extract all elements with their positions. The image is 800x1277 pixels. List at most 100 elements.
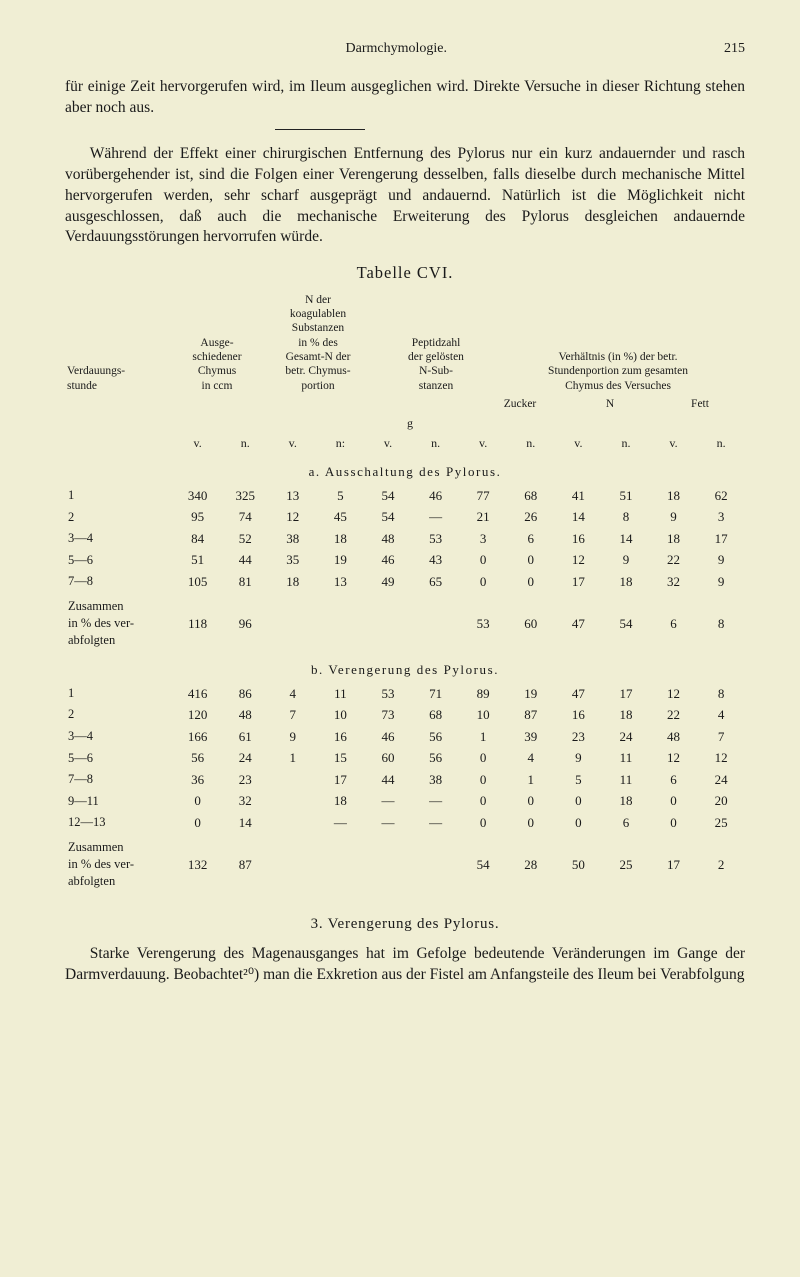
row-label: 7—8 [65, 571, 174, 593]
cell: 17 [650, 833, 698, 892]
vn-label: n. [697, 433, 745, 453]
cell: 48 [650, 726, 698, 748]
table-row: 12—13014———0006025 [65, 812, 745, 834]
cell: 74 [221, 506, 269, 528]
cell: 48 [221, 704, 269, 726]
row-label: 5—6 [65, 549, 174, 571]
cell: 47 [555, 592, 603, 651]
cell: 53 [364, 683, 412, 705]
cell: 23 [221, 769, 269, 791]
cell: 47 [555, 683, 603, 705]
cell: 340 [174, 485, 222, 507]
cell: 3 [459, 528, 507, 550]
cell: 20 [697, 790, 745, 812]
cell: 32 [650, 571, 698, 593]
cell: 3 [697, 506, 745, 528]
row-label: 12—13 [65, 812, 174, 834]
colhead-3: Peptidzahl der gelösten N-Sub- stanzen [381, 336, 491, 394]
cell: 89 [459, 683, 507, 705]
cell: 1 [507, 769, 555, 791]
cell: 35 [269, 549, 317, 571]
cell: 10 [459, 704, 507, 726]
cell: 54 [602, 592, 650, 651]
cell [269, 769, 317, 791]
cell: 0 [507, 790, 555, 812]
running-head: . Darmchymologie. 215 [65, 40, 745, 59]
page: . Darmchymologie. 215 für einige Zeit he… [0, 0, 800, 1277]
cell: 1 [459, 726, 507, 748]
cell: 51 [174, 549, 222, 571]
data-table: v.n.v.n:v.n.v.n.v.n.v.n.a. Ausschaltung … [65, 433, 745, 892]
cell: — [412, 812, 460, 834]
cell: 0 [459, 747, 507, 769]
cell: — [317, 812, 365, 834]
sum-row-label: Zusammen in % des ver- abfolgten [65, 592, 174, 651]
cell: 50 [555, 833, 603, 892]
cell: 12 [555, 549, 603, 571]
cell: 0 [650, 812, 698, 834]
cell: 60 [364, 747, 412, 769]
cell: 19 [507, 683, 555, 705]
cell: 19 [317, 549, 365, 571]
table-title: Tabelle CVI. [65, 262, 745, 284]
cell: — [364, 812, 412, 834]
cell: 16 [555, 704, 603, 726]
cell: 6 [507, 528, 555, 550]
cell: 7 [269, 704, 317, 726]
cell: 24 [602, 726, 650, 748]
cell: 22 [650, 704, 698, 726]
page-number: 215 [724, 40, 745, 59]
cell: 44 [364, 769, 412, 791]
cell: 0 [459, 769, 507, 791]
cell: 0 [555, 790, 603, 812]
cell: — [412, 506, 460, 528]
subhead-fett: Fett [655, 397, 745, 413]
cell: 18 [317, 790, 365, 812]
cell: 14 [602, 528, 650, 550]
cell: 87 [507, 704, 555, 726]
row-label: 2 [65, 506, 174, 528]
section-subtitle: 3. Verengerung des Pylorus. [65, 914, 745, 934]
cell: 0 [650, 790, 698, 812]
vn-label: n. [507, 433, 555, 453]
vn-label: v. [555, 433, 603, 453]
cell: 0 [555, 812, 603, 834]
cell: 71 [412, 683, 460, 705]
cell: 24 [697, 769, 745, 791]
cell [317, 592, 365, 651]
cell: 46 [364, 726, 412, 748]
cell: 25 [697, 812, 745, 834]
table-row: 5—651443519464300129229 [65, 549, 745, 571]
cell: 12 [650, 683, 698, 705]
cell: 0 [459, 790, 507, 812]
row-label: 3—4 [65, 726, 174, 748]
cell: 28 [507, 833, 555, 892]
cell: 46 [412, 485, 460, 507]
cell: 48 [364, 528, 412, 550]
cell: — [412, 790, 460, 812]
cell: 0 [507, 549, 555, 571]
colhead-1: Ausge- schiedener Chymus in ccm [179, 336, 255, 394]
row-label: 5—6 [65, 747, 174, 769]
cell: 36 [174, 769, 222, 791]
cell: 325 [221, 485, 269, 507]
cell: 96 [221, 592, 269, 651]
cell: 68 [507, 485, 555, 507]
cell: 8 [697, 683, 745, 705]
cell: 18 [602, 790, 650, 812]
cell: 0 [174, 790, 222, 812]
cell: — [364, 790, 412, 812]
cell: 45 [317, 506, 365, 528]
cell: 54 [364, 485, 412, 507]
cell: 1 [269, 747, 317, 769]
cell: 21 [459, 506, 507, 528]
cell: 0 [459, 812, 507, 834]
cell: 118 [174, 592, 222, 651]
vn-header-row: v.n.v.n:v.n.v.n.v.n.v.n. [65, 433, 745, 453]
sum-row-label: Zusammen in % des ver- abfolgten [65, 833, 174, 892]
cell: 132 [174, 833, 222, 892]
table-row: 9—1103218——00018020 [65, 790, 745, 812]
cell: 12 [650, 747, 698, 769]
cell: 25 [602, 833, 650, 892]
cell: 22 [650, 549, 698, 571]
